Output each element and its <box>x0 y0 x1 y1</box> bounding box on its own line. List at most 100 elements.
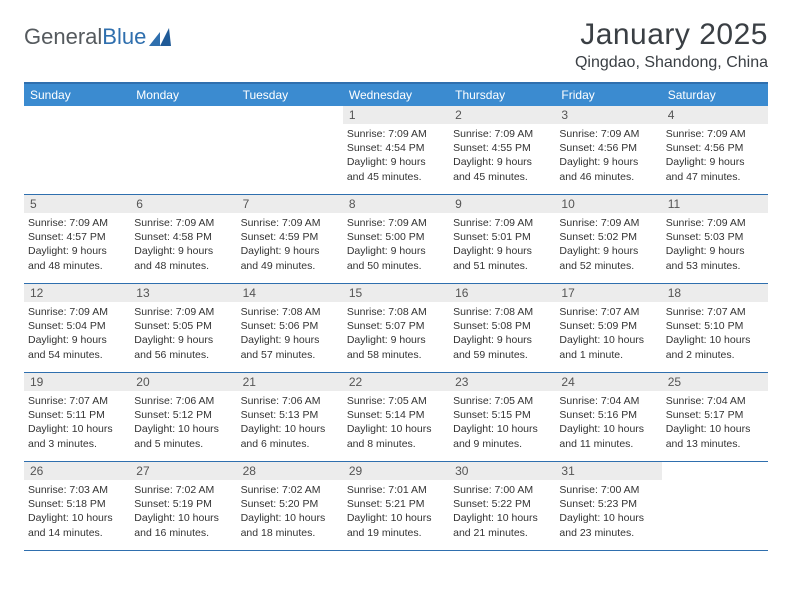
weekday-label: Sunday <box>24 84 130 106</box>
day-cell: 12Sunrise: 7:09 AMSunset: 5:04 PMDayligh… <box>24 284 130 372</box>
weekday-label: Wednesday <box>343 84 449 106</box>
day-cell: 15Sunrise: 7:08 AMSunset: 5:07 PMDayligh… <box>343 284 449 372</box>
daylight-text-1: Daylight: 9 hours <box>453 155 551 169</box>
day-number: 9 <box>449 195 555 213</box>
month-title: January 2025 <box>575 18 768 52</box>
day-cell: 9Sunrise: 7:09 AMSunset: 5:01 PMDaylight… <box>449 195 555 283</box>
sunset-text: Sunset: 4:54 PM <box>347 141 445 155</box>
day-cell <box>662 462 768 550</box>
sunset-text: Sunset: 5:18 PM <box>28 497 126 511</box>
day-cell: 6Sunrise: 7:09 AMSunset: 4:58 PMDaylight… <box>130 195 236 283</box>
weekday-row: SundayMondayTuesdayWednesdayThursdayFrid… <box>24 84 768 106</box>
day-body: Sunrise: 7:02 AMSunset: 5:19 PMDaylight:… <box>130 480 236 544</box>
daylight-text-2: and 18 minutes. <box>241 526 339 540</box>
day-number: 10 <box>555 195 661 213</box>
daylight-text-2: and 9 minutes. <box>453 437 551 451</box>
sunset-text: Sunset: 4:59 PM <box>241 230 339 244</box>
sunrise-text: Sunrise: 7:07 AM <box>559 305 657 319</box>
daylight-text-2: and 1 minute. <box>559 348 657 362</box>
day-body: Sunrise: 7:09 AMSunset: 4:57 PMDaylight:… <box>24 213 130 277</box>
daylight-text-2: and 48 minutes. <box>28 259 126 273</box>
day-body: Sunrise: 7:07 AMSunset: 5:09 PMDaylight:… <box>555 302 661 366</box>
daylight-text-2: and 19 minutes. <box>347 526 445 540</box>
sunset-text: Sunset: 5:00 PM <box>347 230 445 244</box>
day-number: 13 <box>130 284 236 302</box>
day-body: Sunrise: 7:03 AMSunset: 5:18 PMDaylight:… <box>24 480 130 544</box>
day-number: 28 <box>237 462 343 480</box>
sunrise-text: Sunrise: 7:04 AM <box>666 394 764 408</box>
day-body: Sunrise: 7:09 AMSunset: 5:03 PMDaylight:… <box>662 213 768 277</box>
daylight-text-2: and 14 minutes. <box>28 526 126 540</box>
sunset-text: Sunset: 5:19 PM <box>134 497 232 511</box>
sunrise-text: Sunrise: 7:09 AM <box>559 127 657 141</box>
sunset-text: Sunset: 5:07 PM <box>347 319 445 333</box>
day-number: 31 <box>555 462 661 480</box>
day-cell: 5Sunrise: 7:09 AMSunset: 4:57 PMDaylight… <box>24 195 130 283</box>
week-row: 26Sunrise: 7:03 AMSunset: 5:18 PMDayligh… <box>24 462 768 551</box>
day-body: Sunrise: 7:08 AMSunset: 5:07 PMDaylight:… <box>343 302 449 366</box>
day-number: 22 <box>343 373 449 391</box>
sunrise-text: Sunrise: 7:07 AM <box>28 394 126 408</box>
calendar: SundayMondayTuesdayWednesdayThursdayFrid… <box>24 82 768 551</box>
sunrise-text: Sunrise: 7:09 AM <box>28 305 126 319</box>
day-body: Sunrise: 7:09 AMSunset: 5:02 PMDaylight:… <box>555 213 661 277</box>
daylight-text-2: and 53 minutes. <box>666 259 764 273</box>
weekday-label: Tuesday <box>237 84 343 106</box>
sunrise-text: Sunrise: 7:09 AM <box>559 216 657 230</box>
day-cell: 31Sunrise: 7:00 AMSunset: 5:23 PMDayligh… <box>555 462 661 550</box>
daylight-text-2: and 56 minutes. <box>134 348 232 362</box>
day-cell <box>237 106 343 194</box>
sunrise-text: Sunrise: 7:00 AM <box>559 483 657 497</box>
daylight-text-1: Daylight: 9 hours <box>666 244 764 258</box>
daylight-text-2: and 45 minutes. <box>453 170 551 184</box>
sunset-text: Sunset: 4:56 PM <box>666 141 764 155</box>
day-number: 30 <box>449 462 555 480</box>
sunrise-text: Sunrise: 7:09 AM <box>28 216 126 230</box>
sunrise-text: Sunrise: 7:06 AM <box>241 394 339 408</box>
sunrise-text: Sunrise: 7:05 AM <box>453 394 551 408</box>
sunrise-text: Sunrise: 7:09 AM <box>453 216 551 230</box>
daylight-text-1: Daylight: 9 hours <box>347 155 445 169</box>
sunset-text: Sunset: 4:56 PM <box>559 141 657 155</box>
daylight-text-1: Daylight: 10 hours <box>666 333 764 347</box>
day-body: Sunrise: 7:09 AMSunset: 4:54 PMDaylight:… <box>343 124 449 188</box>
day-number: 4 <box>662 106 768 124</box>
day-cell: 23Sunrise: 7:05 AMSunset: 5:15 PMDayligh… <box>449 373 555 461</box>
sunset-text: Sunset: 5:05 PM <box>134 319 232 333</box>
sunset-text: Sunset: 4:55 PM <box>453 141 551 155</box>
week-row: 1Sunrise: 7:09 AMSunset: 4:54 PMDaylight… <box>24 106 768 195</box>
day-number: 14 <box>237 284 343 302</box>
weekday-label: Thursday <box>449 84 555 106</box>
logo-mark-icon <box>149 28 171 46</box>
week-row: 5Sunrise: 7:09 AMSunset: 4:57 PMDaylight… <box>24 195 768 284</box>
sunset-text: Sunset: 5:08 PM <box>453 319 551 333</box>
daylight-text-2: and 16 minutes. <box>134 526 232 540</box>
day-number: 15 <box>343 284 449 302</box>
sunset-text: Sunset: 5:01 PM <box>453 230 551 244</box>
daylight-text-2: and 48 minutes. <box>134 259 232 273</box>
day-number: 18 <box>662 284 768 302</box>
day-cell: 26Sunrise: 7:03 AMSunset: 5:18 PMDayligh… <box>24 462 130 550</box>
day-body: Sunrise: 7:09 AMSunset: 4:56 PMDaylight:… <box>555 124 661 188</box>
daylight-text-1: Daylight: 9 hours <box>347 244 445 258</box>
sunset-text: Sunset: 5:06 PM <box>241 319 339 333</box>
sunrise-text: Sunrise: 7:02 AM <box>241 483 339 497</box>
daylight-text-1: Daylight: 10 hours <box>241 511 339 525</box>
daylight-text-1: Daylight: 10 hours <box>347 422 445 436</box>
sunset-text: Sunset: 5:10 PM <box>666 319 764 333</box>
daylight-text-2: and 23 minutes. <box>559 526 657 540</box>
daylight-text-1: Daylight: 9 hours <box>559 155 657 169</box>
sunrise-text: Sunrise: 7:09 AM <box>666 127 764 141</box>
daylight-text-2: and 51 minutes. <box>453 259 551 273</box>
sunrise-text: Sunrise: 7:05 AM <box>347 394 445 408</box>
sunrise-text: Sunrise: 7:09 AM <box>134 216 232 230</box>
day-body: Sunrise: 7:07 AMSunset: 5:10 PMDaylight:… <box>662 302 768 366</box>
header: GeneralBlue January 2025 Qingdao, Shando… <box>24 18 768 72</box>
weekday-label: Friday <box>555 84 661 106</box>
daylight-text-2: and 47 minutes. <box>666 170 764 184</box>
day-body: Sunrise: 7:05 AMSunset: 5:15 PMDaylight:… <box>449 391 555 455</box>
day-cell: 8Sunrise: 7:09 AMSunset: 5:00 PMDaylight… <box>343 195 449 283</box>
sunset-text: Sunset: 5:22 PM <box>453 497 551 511</box>
daylight-text-1: Daylight: 10 hours <box>347 511 445 525</box>
daylight-text-1: Daylight: 9 hours <box>28 333 126 347</box>
